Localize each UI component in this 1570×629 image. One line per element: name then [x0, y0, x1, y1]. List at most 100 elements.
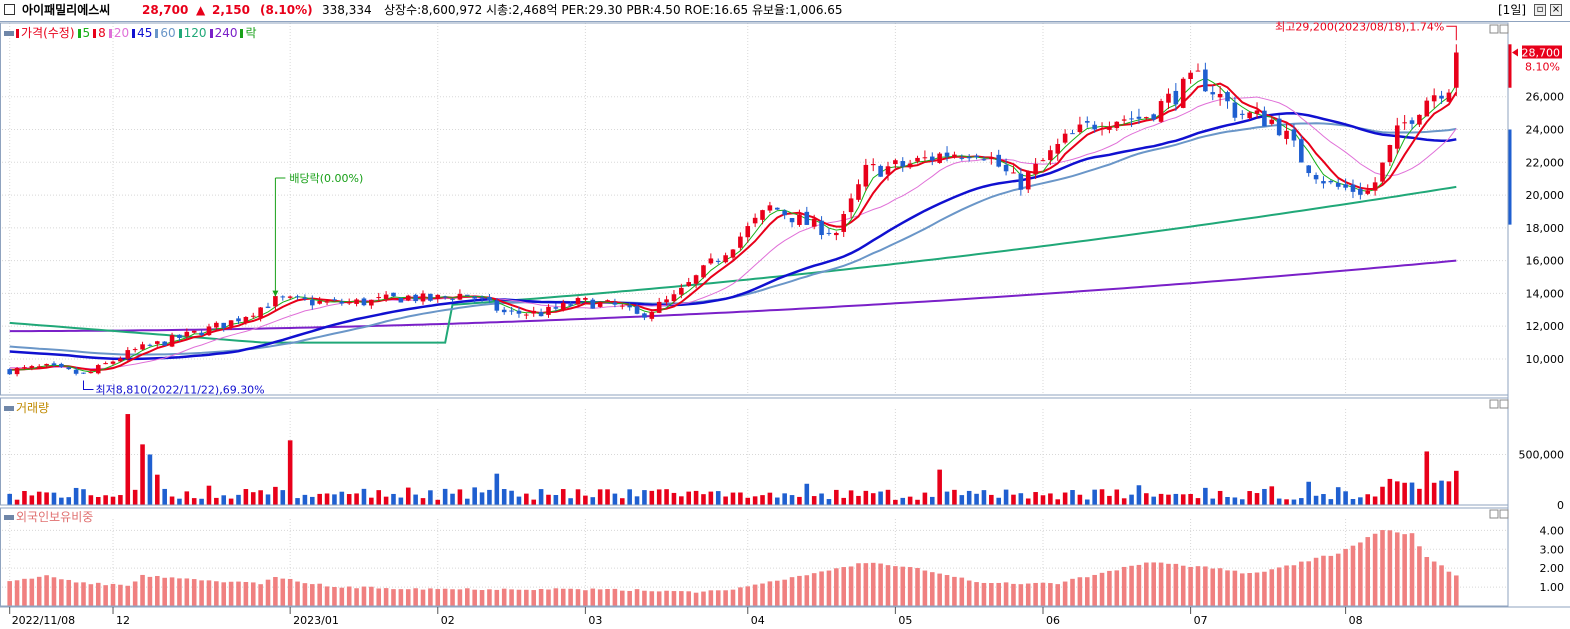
foreign-ownership-bar	[1439, 565, 1444, 606]
legend-item[interactable]: 20	[108, 26, 129, 40]
candle-body	[1276, 118, 1282, 136]
foreign-ownership-bar	[162, 577, 167, 606]
candle-body	[354, 299, 359, 304]
panel-toggle-icon[interactable]	[4, 31, 14, 36]
candle-body	[147, 344, 153, 346]
period-selector[interactable]: [1일]	[1498, 3, 1527, 17]
foreign-ownership-bar	[538, 588, 544, 606]
foreign-ownership-bar	[1254, 572, 1260, 606]
legend-item[interactable]: 락	[240, 26, 257, 40]
foreign-ownership-bar	[1247, 573, 1252, 606]
legend-item[interactable]: 8	[93, 26, 106, 40]
foreign-ownership-bar	[487, 589, 492, 606]
legend-item[interactable]: 45	[132, 26, 152, 40]
candle-body	[66, 367, 72, 370]
candle-body	[472, 296, 477, 299]
legend-item[interactable]: 5	[77, 26, 90, 40]
panel-control-icon[interactable]	[1499, 509, 1509, 519]
volume-bar	[826, 499, 832, 505]
candle-body	[1313, 174, 1319, 180]
foreign-ownership-bar	[118, 584, 123, 606]
close-icon[interactable]: ×	[1550, 4, 1562, 16]
candle-body	[605, 300, 610, 302]
foreign-ownership-bar	[1335, 553, 1341, 606]
foreign-tick-label: 4.00	[1540, 524, 1565, 537]
candle-body	[1018, 173, 1024, 190]
foreign-ownership-bar	[1121, 566, 1127, 606]
panel-control-icon[interactable]	[1499, 399, 1509, 409]
candle-body	[1291, 129, 1297, 141]
volume-bar	[546, 494, 551, 505]
candle-body	[1070, 133, 1075, 135]
foreign-ownership-bar	[531, 590, 537, 606]
candle-body	[184, 331, 190, 337]
ma45-line	[9, 112, 1457, 361]
candle-body	[989, 157, 994, 159]
candle-body	[1328, 180, 1334, 183]
panel-control-icon[interactable]	[1489, 509, 1499, 519]
foreign-ownership-bar	[620, 590, 625, 606]
volume-bar	[1084, 499, 1090, 505]
candle-body	[575, 298, 581, 305]
legend-item[interactable]: 60	[155, 26, 176, 40]
candle-body	[981, 159, 987, 161]
volume-bar	[922, 492, 928, 505]
candle-body	[206, 326, 212, 336]
foreign-ownership-bar	[664, 590, 669, 606]
foreign-ownership-bar	[745, 586, 751, 606]
candle-body	[612, 302, 618, 305]
foreign-ownership-bar	[981, 582, 987, 606]
candle-body	[1431, 95, 1437, 102]
foreign-ownership-bar	[14, 580, 20, 606]
panel-control-icon[interactable]	[1489, 24, 1499, 34]
volume-bar	[1107, 495, 1112, 505]
legend-item[interactable]: 가격(수정)	[16, 26, 75, 40]
volume-bar	[59, 497, 64, 505]
candle-body	[1394, 125, 1400, 149]
foreign-ownership-bar	[1084, 577, 1090, 606]
select-checkbox[interactable]	[4, 4, 15, 15]
volume-bar	[944, 491, 950, 505]
ex-dividend-arrow-icon	[272, 290, 279, 297]
candle-body	[937, 153, 942, 163]
moving-average-lines	[9, 77, 1458, 373]
legend-item[interactable]: 240	[209, 26, 237, 40]
volume-bar	[206, 485, 212, 505]
foreign-ownership-bar	[1269, 569, 1275, 606]
panel-toggle-icon[interactable]	[4, 515, 14, 520]
candle-body	[856, 184, 861, 200]
volume-bar	[191, 498, 197, 505]
foreign-ownership-bar	[1409, 533, 1415, 606]
volume-bar	[177, 498, 182, 505]
panel-toggle-icon[interactable]	[4, 406, 14, 411]
volume-bar	[774, 497, 780, 505]
candle-body	[929, 156, 935, 161]
candle-body	[649, 311, 655, 319]
volume-bar	[479, 492, 485, 505]
volume-bar	[214, 497, 219, 505]
restore-icon[interactable]: ▫	[1534, 4, 1546, 16]
candle-body	[1033, 163, 1038, 175]
panel-control-icon[interactable]	[1499, 24, 1509, 34]
volume-bar	[634, 496, 640, 505]
panel-control-icon[interactable]	[1489, 399, 1499, 409]
legend-item[interactable]: 120	[178, 26, 207, 40]
foreign-ownership-bar	[929, 572, 935, 606]
foreign-ownership-bar	[1011, 583, 1016, 606]
foreign-ownership-bar	[73, 582, 79, 606]
volume-bar	[870, 493, 876, 505]
candle-body	[996, 154, 1001, 167]
volume-bar	[7, 493, 12, 505]
title-bar: 아이패밀리에스씨 28,700 ▲ 2,150 (8.10%) 338,334 …	[0, 0, 1570, 22]
foreign-ownership-bar	[428, 588, 433, 606]
foreign-ownership-bar	[1173, 563, 1179, 606]
axis-labels: 10,000 12,000 14,000 16,000 18,000 20,000 22,0…	[9, 45, 1565, 627]
volume-bar	[1048, 493, 1053, 505]
candle-body	[664, 299, 669, 303]
volume-bar	[1173, 493, 1179, 505]
volume-bar	[1431, 482, 1437, 505]
foreign-ownership-bar	[258, 584, 263, 606]
volume-bar	[95, 496, 101, 505]
foreign-ownership-bar	[250, 582, 256, 606]
candle-body	[413, 294, 418, 302]
